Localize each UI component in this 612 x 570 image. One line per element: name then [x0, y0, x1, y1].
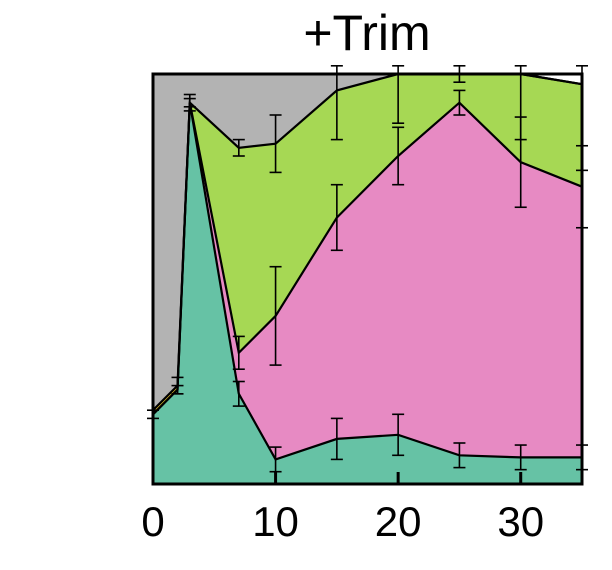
x-tick-label: 0 — [141, 498, 164, 545]
area-layers — [153, 74, 582, 484]
plot-frame — [151, 72, 584, 486]
error-bars — [147, 65, 588, 473]
chart-title: +Trim — [303, 5, 430, 61]
x-tick-label: 10 — [252, 498, 299, 545]
area-layer-2 — [153, 102, 582, 460]
area-layer-4 — [153, 74, 582, 411]
x-axis: 0 10 20 30 — [141, 472, 544, 545]
x-tick-label: 20 — [375, 498, 422, 545]
x-tick-label: 30 — [497, 498, 544, 545]
